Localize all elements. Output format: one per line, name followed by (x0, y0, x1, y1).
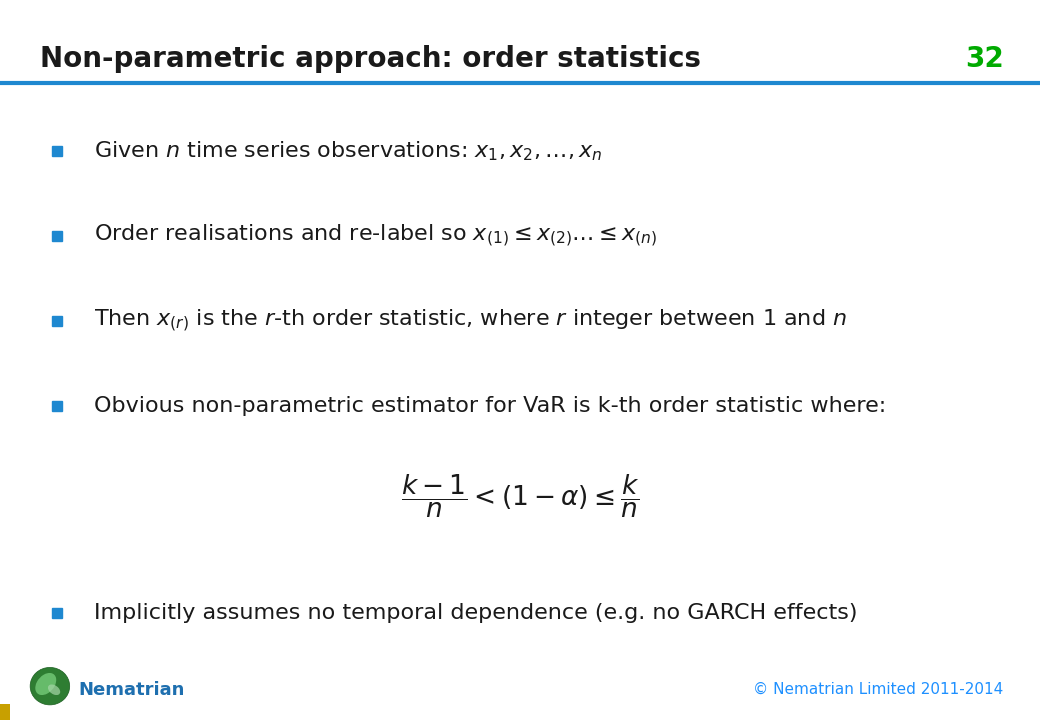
Text: Given $n$ time series observations: $x_1, x_2, \ldots, x_n$: Given $n$ time series observations: $x_1… (94, 140, 602, 163)
Text: Non-parametric approach: order statistics: Non-parametric approach: order statistic… (40, 45, 701, 73)
Text: Obvious non-parametric estimator for VaR is k-th order statistic where:: Obvious non-parametric estimator for VaR… (94, 396, 886, 416)
Text: Order realisations and re-label so $x_{(1)} \leq x_{(2)} \ldots \leq x_{(n)}$: Order realisations and re-label so $x_{(… (94, 223, 657, 249)
Text: © Nematrian Limited 2011-2014: © Nematrian Limited 2011-2014 (753, 683, 1004, 697)
Text: 32: 32 (965, 45, 1004, 73)
Ellipse shape (30, 667, 70, 705)
Text: Nematrian: Nematrian (78, 681, 184, 698)
Text: Implicitly assumes no temporal dependence (e.g. no GARCH effects): Implicitly assumes no temporal dependenc… (94, 603, 857, 624)
Text: Then $x_{(r)}$ is the $r$-th order statistic, where $r$ integer between 1 and $n: Then $x_{(r)}$ is the $r$-th order stati… (94, 308, 847, 334)
Ellipse shape (48, 685, 60, 695)
Ellipse shape (35, 673, 56, 695)
Bar (0, 704, 10, 720)
Text: $\dfrac{k-1}{n} < (1-\alpha) \leq \dfrac{k}{n}$: $\dfrac{k-1}{n} < (1-\alpha) \leq \dfrac… (400, 473, 640, 521)
